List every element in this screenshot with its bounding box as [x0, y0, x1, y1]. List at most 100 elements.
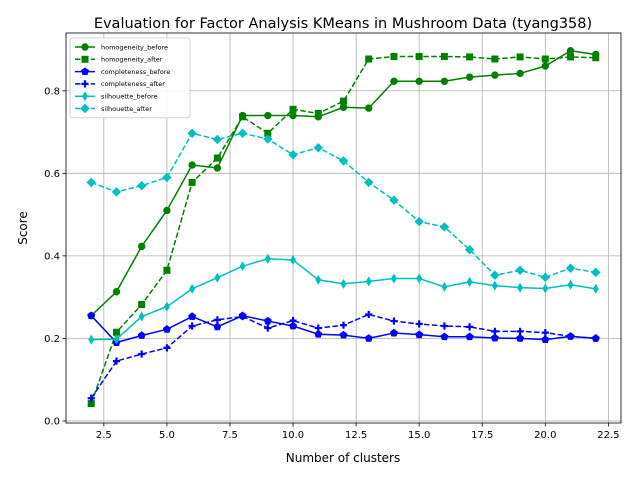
legend-label: completeness_before	[101, 68, 170, 76]
data-point	[415, 77, 423, 85]
legend-marker	[80, 67, 90, 76]
legend-entry: completeness_after	[75, 80, 165, 88]
data-point	[239, 113, 247, 121]
data-point	[213, 164, 222, 172]
legend-marker	[82, 91, 88, 102]
legend-entry: silhouette_after	[75, 103, 152, 114]
data-point	[264, 253, 271, 264]
data-point	[340, 278, 347, 289]
data-point	[314, 330, 323, 338]
data-point	[439, 222, 450, 232]
x-tick-label: 5.0	[159, 430, 175, 441]
legend-label: completeness_after	[101, 80, 165, 88]
legend-marker	[81, 80, 89, 88]
data-point	[515, 265, 525, 276]
data-point	[541, 55, 549, 63]
data-point	[440, 53, 448, 61]
data-point	[441, 281, 448, 292]
data-point	[465, 73, 474, 81]
data-point	[87, 311, 96, 320]
data-point	[290, 255, 297, 265]
data-point	[516, 327, 524, 335]
data-point	[440, 332, 449, 341]
series-silhouette-after	[86, 128, 601, 283]
legend-label: silhouette_after	[101, 105, 152, 113]
data-point	[163, 206, 171, 215]
data-point	[591, 267, 601, 278]
data-point	[214, 272, 221, 283]
x-tick-label: 7.5	[222, 430, 238, 441]
data-point	[390, 317, 398, 325]
legend-box	[69, 37, 191, 119]
data-point	[264, 324, 272, 332]
series-layer	[86, 47, 601, 408]
data-point	[541, 335, 550, 344]
data-point	[213, 154, 221, 162]
data-point	[188, 161, 196, 169]
legend-entry: homogeneity_before	[75, 43, 168, 51]
legend-label: homogeneity_before	[101, 43, 168, 51]
legend-marker	[81, 43, 89, 51]
data-point	[440, 322, 449, 330]
data-point	[364, 177, 374, 188]
y-tick-label: 0.4	[44, 251, 60, 262]
data-point	[592, 334, 600, 342]
data-point	[541, 329, 549, 337]
data-point	[113, 334, 120, 345]
data-point	[188, 322, 196, 330]
data-point	[416, 273, 423, 284]
series-completeness-before	[87, 311, 600, 346]
data-point	[239, 261, 246, 272]
data-point	[415, 330, 424, 339]
data-point	[112, 357, 121, 365]
data-point	[390, 53, 398, 61]
x-tick-label: 12.5	[345, 430, 367, 441]
data-point	[212, 134, 223, 145]
data-point	[162, 325, 171, 333]
data-point	[136, 180, 147, 191]
legend-entry: homogeneity_after	[75, 56, 163, 64]
chart-title: Evaluation for Factor Analysis KMeans in…	[94, 16, 592, 32]
data-point	[542, 283, 549, 294]
data-point	[315, 274, 322, 285]
data-point	[112, 288, 121, 296]
x-tick-label: 20.0	[534, 430, 556, 441]
data-point	[188, 312, 197, 320]
data-point	[137, 331, 146, 339]
data-point	[289, 321, 298, 330]
legend-label: silhouette_before	[101, 93, 157, 101]
data-point	[491, 280, 498, 291]
data-point	[565, 263, 576, 273]
x-tick-label: 10.0	[282, 430, 304, 441]
data-point	[213, 322, 222, 331]
data-point	[365, 104, 373, 112]
data-point	[465, 332, 474, 341]
data-point	[592, 54, 600, 62]
data-point	[213, 316, 221, 324]
ticks: 2.5 5.0 7.5 10.0 12.5 15.0 17.5 20.0 22.5 0.0 0.2 0…	[44, 86, 619, 441]
data-point	[464, 244, 475, 255]
y-tick-label: 0.8	[44, 86, 60, 97]
plot-frame	[65, 32, 622, 424]
x-tick-label: 17.5	[471, 430, 493, 441]
data-point	[111, 187, 122, 197]
data-point	[314, 324, 322, 332]
data-point	[365, 276, 372, 287]
data-point	[365, 55, 373, 63]
data-point	[340, 97, 347, 105]
data-point	[188, 178, 196, 186]
data-point	[516, 53, 524, 61]
data-point	[516, 69, 524, 78]
data-point	[490, 333, 499, 342]
data-point	[390, 77, 398, 85]
x-tick-label: 22.5	[597, 430, 619, 441]
legend: homogeneity_before homogeneity_aftercompl…	[69, 37, 191, 119]
data-point	[87, 394, 95, 402]
data-point	[490, 270, 500, 280]
data-point	[238, 312, 247, 321]
y-tick-label: 0.0	[44, 416, 60, 427]
legend-label: homogeneity_after	[101, 56, 163, 64]
data-point	[365, 310, 373, 319]
data-point	[263, 134, 273, 144]
